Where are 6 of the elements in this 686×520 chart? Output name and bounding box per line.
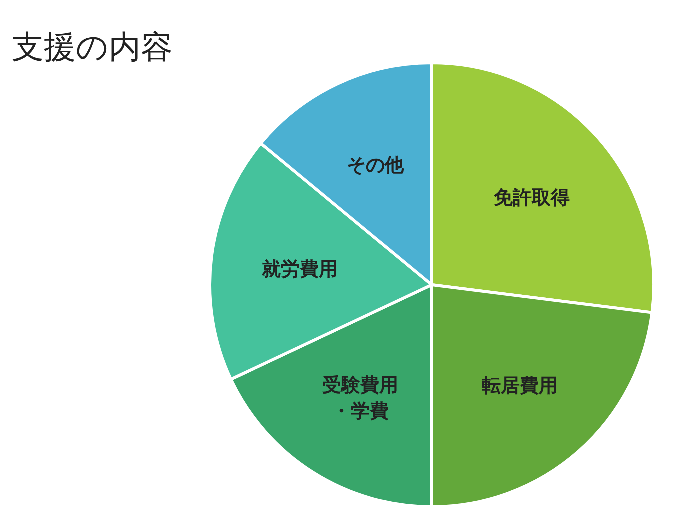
chart-title: 支援の内容 [12, 28, 173, 66]
slice-label: 免許取得 [492, 186, 570, 209]
slice-label: その他 [346, 154, 405, 176]
slice-label: 受験費用・学費 [322, 374, 399, 422]
slice-label: 転居費用 [482, 374, 558, 397]
slice-label: 就労費用 [260, 258, 338, 280]
